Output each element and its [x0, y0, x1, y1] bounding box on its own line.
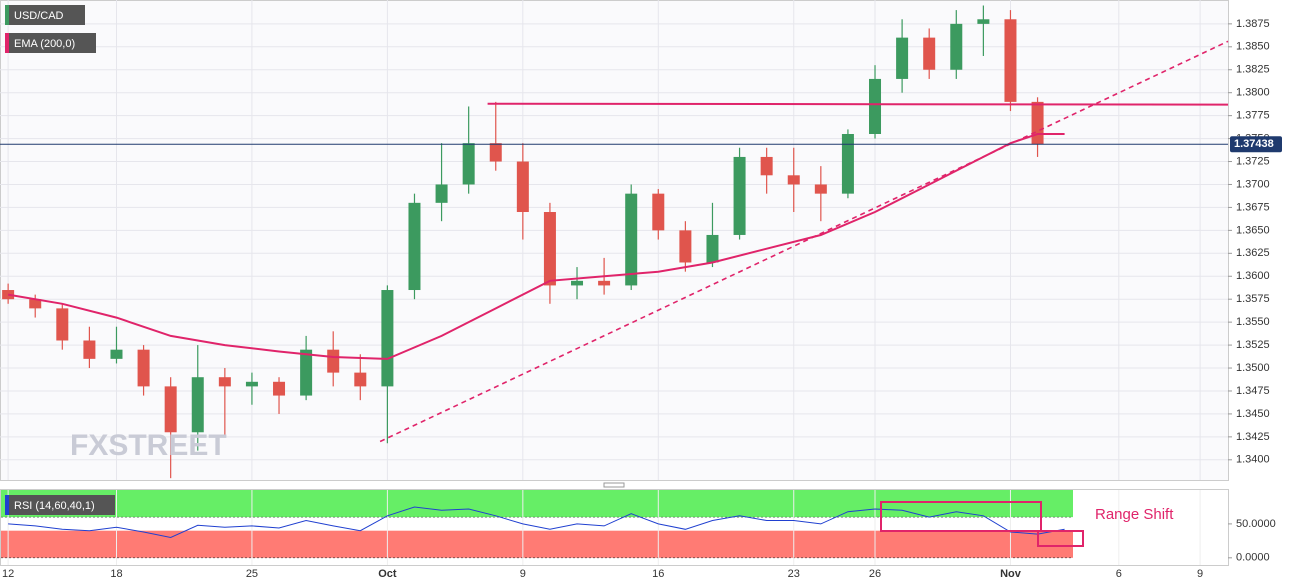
y-tick-label: 1.3800 [1236, 87, 1270, 99]
y-tick-label: 1.3850 [1236, 41, 1270, 53]
candle-body [841, 133, 854, 194]
y-tick-label: 1.3675 [1236, 201, 1270, 213]
y-tick-label: 1.3475 [1236, 385, 1270, 397]
y-tick-label: 1.3775 [1236, 110, 1270, 122]
rsi-band [1, 530, 1073, 558]
candle-body [869, 78, 882, 134]
candle-body [110, 349, 123, 359]
annotation: Range Shift [1095, 506, 1174, 523]
y-tick-label: 0.0000 [1236, 552, 1270, 564]
y-tick-label: 1.3525 [1236, 339, 1270, 351]
ema-line [7, 133, 1065, 360]
candle-body [56, 308, 69, 341]
y-tick-label: 1.3400 [1236, 454, 1270, 466]
candle-body [137, 349, 150, 387]
candle-body [408, 202, 421, 291]
candle-body [706, 234, 719, 263]
x-tick-label: 12 [2, 568, 14, 580]
candle-body [245, 381, 258, 387]
candle-body [950, 23, 963, 70]
last-price-label: 1.37438 [1234, 138, 1274, 150]
candle-body [571, 280, 584, 286]
candle-body [381, 290, 394, 387]
rsi-line [8, 506, 1065, 539]
candle-body [516, 161, 529, 213]
candle-body [733, 156, 746, 235]
y-tick-label: 1.3500 [1236, 362, 1270, 374]
candle-body [760, 156, 773, 176]
candle-body [543, 212, 556, 286]
y-tick-label: 1.3600 [1236, 270, 1270, 282]
rsi-band [1, 490, 1073, 518]
y-tick-label: 1.3625 [1236, 247, 1270, 259]
candle-body [29, 299, 42, 309]
legend-label: EMA (200,0) [14, 38, 75, 50]
candle-body [273, 381, 286, 396]
x-tick-label: 25 [246, 568, 258, 580]
legend-box [5, 5, 85, 25]
candle-body [923, 37, 936, 70]
candle-body [1004, 19, 1017, 102]
x-tick-label: 26 [869, 568, 881, 580]
trend-line [379, 40, 1229, 443]
x-tick-label: 18 [110, 568, 122, 580]
price-panel [0, 0, 1229, 481]
y-tick-label: 1.3550 [1236, 316, 1270, 328]
x-tick-label: 6 [1116, 568, 1122, 580]
legend-swatch [5, 495, 9, 515]
candle-body [625, 193, 638, 286]
candle-body [327, 349, 340, 373]
x-tick-label: 9 [1197, 568, 1203, 580]
legend-box [5, 495, 115, 515]
candle-body [679, 230, 692, 263]
y-tick-label: 50.0000 [1236, 518, 1276, 530]
legend-label: RSI (14,60,40,1) [14, 500, 95, 512]
candle-body [598, 280, 611, 286]
candle-body [489, 143, 502, 162]
y-tick-label: 1.3650 [1236, 224, 1270, 236]
candle-body [787, 175, 800, 185]
y-tick-label: 1.3425 [1236, 431, 1270, 443]
legend-label: USD/CAD [14, 10, 64, 22]
candle-body [300, 349, 313, 396]
candle-body [977, 19, 990, 24]
candle-body [164, 386, 177, 433]
candle-body [83, 340, 96, 359]
y-tick-label: 1.3450 [1236, 408, 1270, 420]
candle-body [191, 377, 204, 433]
candle-body [435, 184, 448, 203]
candle-body [354, 372, 367, 387]
y-tick-label: 1.3700 [1236, 178, 1270, 190]
candle-body [652, 193, 665, 231]
legend-swatch [5, 33, 9, 53]
candle-body [1031, 101, 1044, 145]
splitter [603, 482, 625, 488]
candle-body [814, 184, 827, 194]
x-tick-label: 16 [652, 568, 664, 580]
candle-body [896, 37, 909, 79]
range-box [880, 501, 1042, 532]
y-tick-label: 1.3725 [1236, 155, 1270, 167]
last-price-tag [1230, 136, 1282, 153]
resistance-line [487, 102, 1229, 106]
x-tick-label: Oct [378, 568, 397, 580]
y-tick-label: 1.3825 [1236, 64, 1270, 76]
candle-body [218, 377, 231, 387]
candle-body [462, 143, 475, 185]
watermark: FXSTREET [70, 429, 227, 462]
y-tick-label: 1.3575 [1236, 293, 1270, 305]
legend-box [5, 33, 96, 53]
range-box [1037, 530, 1084, 547]
x-tick-label: 23 [788, 568, 800, 580]
x-tick-label: 9 [520, 568, 526, 580]
y-tick-label: 1.3875 [1236, 18, 1270, 30]
x-tick-label: Nov [1000, 568, 1022, 580]
legend-swatch [5, 5, 9, 25]
